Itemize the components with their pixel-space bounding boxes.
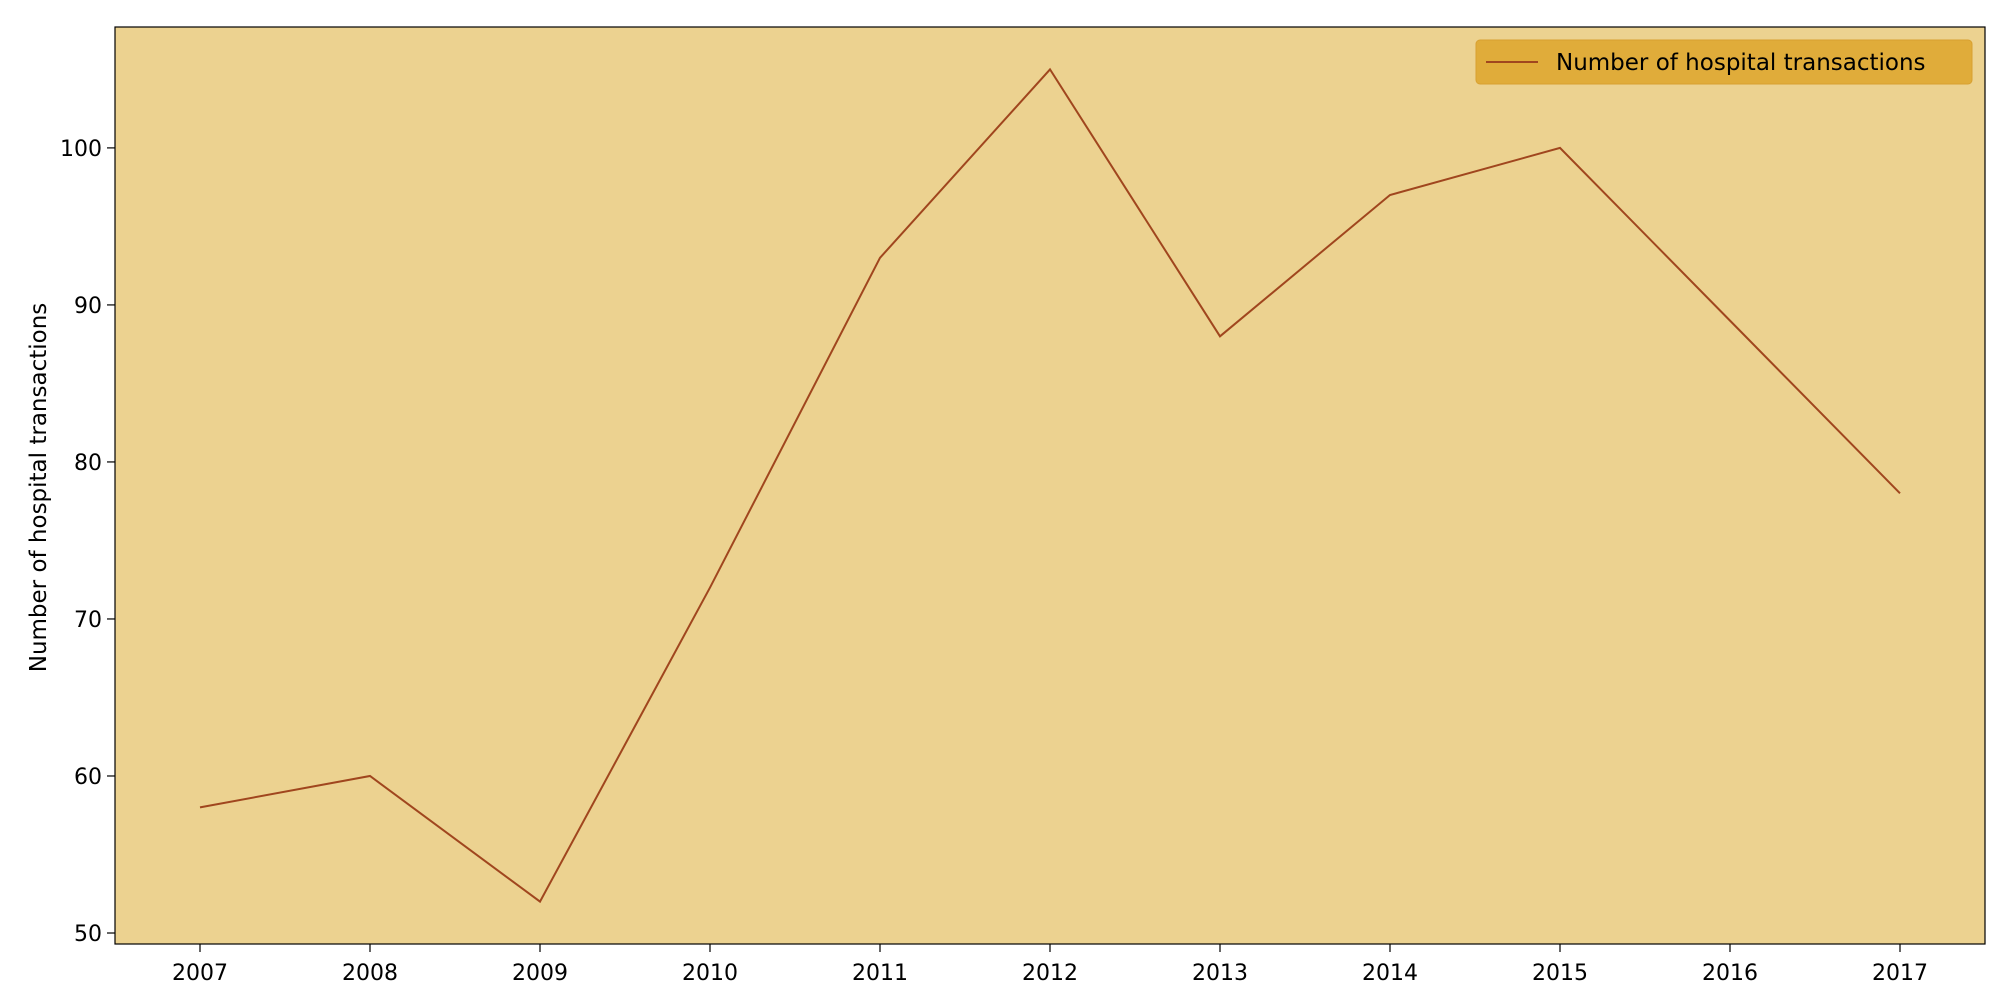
legend-box [1475, 39, 1973, 85]
y-tick-label: 90 [74, 294, 102, 319]
legend-label: Number of hospital transactions [1556, 50, 1926, 76]
y-tick-label: 50 [74, 922, 102, 947]
x-tick-label: 2012 [1022, 961, 1078, 986]
x-tick-label: 2016 [1702, 961, 1758, 986]
x-tick-label: 2010 [682, 961, 738, 986]
plot-area [114, 26, 1986, 945]
x-axis: 2007 2008 2009 2010 2011 2012 2013 2014 2015 2016… [172, 944, 1928, 986]
y-tick-label: 60 [74, 765, 102, 790]
x-tick-label: 2013 [1192, 961, 1248, 986]
x-tick-label: 2008 [342, 961, 398, 986]
x-tick-label: 2017 [1872, 961, 1928, 986]
x-tick-label: 2011 [852, 961, 908, 986]
y-axis: 50 60 70 80 90 100 [60, 137, 115, 947]
x-tick-label: 2014 [1362, 961, 1418, 986]
series-layer [199, 67, 1901, 904]
y-axis-title: Number of hospital transactions [26, 303, 52, 673]
y-tick-label: 100 [60, 137, 102, 162]
x-tick-label: 2007 [172, 961, 228, 986]
legend: Number of hospital transactions [1475, 39, 1973, 85]
y-tick-label: 80 [74, 451, 102, 476]
x-tick-label: 2009 [512, 961, 568, 986]
y-tick-label: 70 [74, 608, 102, 633]
series-line [199, 67, 1901, 904]
x-tick-label: 2015 [1532, 961, 1588, 986]
